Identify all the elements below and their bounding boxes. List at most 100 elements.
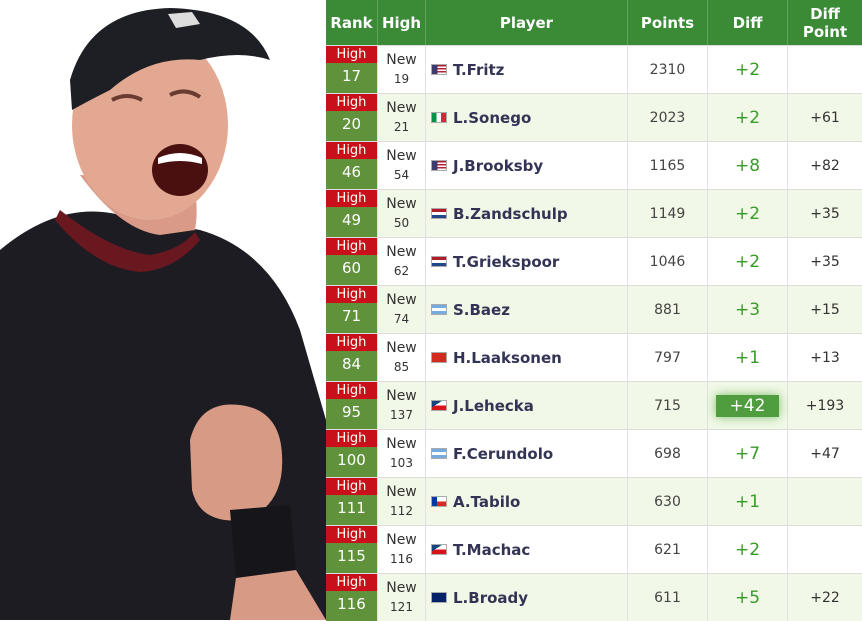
high-value: 50 xyxy=(393,216,410,230)
high-cell: New 19 xyxy=(378,46,426,93)
ranking-table: Rank High Player Points Diff Diff Point … xyxy=(326,0,862,621)
diff-cell: +2 xyxy=(708,526,788,573)
diff-value: +5 xyxy=(734,587,761,608)
player-cell[interactable]: A.Tabilo xyxy=(426,478,628,525)
table-row[interactable]: High 84 New 85 H.Laaksonen 797 +1 +13 xyxy=(326,333,862,381)
points-cell: 881 xyxy=(628,286,708,333)
high-cell: New 74 xyxy=(378,286,426,333)
rank-number: 84 xyxy=(341,355,362,373)
rank-number: 71 xyxy=(341,307,362,325)
high-new-label: New xyxy=(386,340,417,356)
high-tag: High xyxy=(326,574,377,591)
player-cell[interactable]: L.Broady xyxy=(426,574,628,621)
high-value: 62 xyxy=(393,264,410,278)
high-cell: New 103 xyxy=(378,430,426,477)
table-row[interactable]: High 60 New 62 T.Griekspoor 1046 +2 +35 xyxy=(326,237,862,285)
diff-point-cell: +61 xyxy=(810,109,840,126)
player-name[interactable]: F.Cerundolo xyxy=(453,444,554,463)
rank-cell: High 71 xyxy=(326,286,378,333)
table-row[interactable]: High 49 New 50 B.Zandschulp 1149 +2 +35 xyxy=(326,189,862,237)
high-tag: High xyxy=(326,94,377,111)
gb-flag-icon xyxy=(431,592,447,603)
diff-cell: +2 xyxy=(708,238,788,285)
high-value: 137 xyxy=(390,408,413,422)
player-name[interactable]: T.Machac xyxy=(453,540,531,559)
player-cell[interactable]: T.Machac xyxy=(426,526,628,573)
high-new-label: New xyxy=(386,244,417,260)
points-cell: 2310 xyxy=(628,46,708,93)
table-row[interactable]: High 95 New 137 J.Lehecka 715 +42 +193 xyxy=(326,381,862,429)
player-name[interactable]: T.Fritz xyxy=(453,60,505,79)
high-tag: High xyxy=(326,190,377,207)
player-cell[interactable]: L.Sonego xyxy=(426,94,628,141)
diff-cell: +2 xyxy=(708,46,788,93)
high-cell: New 62 xyxy=(378,238,426,285)
table-row[interactable]: High 17 New 19 T.Fritz 2310 +2 xyxy=(326,45,862,93)
player-name[interactable]: L.Sonego xyxy=(453,108,532,127)
player-name[interactable]: T.Griekspoor xyxy=(453,252,560,271)
header-diff-point[interactable]: Diff Point xyxy=(802,4,848,41)
table-row[interactable]: High 100 New 103 F.Cerundolo 698 +7 +47 xyxy=(326,429,862,477)
player-cell[interactable]: T.Fritz xyxy=(426,46,628,93)
cz-flag-icon xyxy=(431,544,447,555)
rank-cell: High 49 xyxy=(326,190,378,237)
points-cell: 715 xyxy=(628,382,708,429)
diff-value: +8 xyxy=(734,155,761,176)
high-tag: High xyxy=(326,142,377,159)
player-name[interactable]: J.Lehecka xyxy=(453,396,534,415)
table-row[interactable]: High 71 New 74 S.Baez 881 +3 +15 xyxy=(326,285,862,333)
high-new-label: New xyxy=(386,52,417,68)
diff-cell: +5 xyxy=(708,574,788,621)
player-name[interactable]: H.Laaksonen xyxy=(453,348,562,367)
player-cell[interactable]: F.Cerundolo xyxy=(426,430,628,477)
ar-flag-icon xyxy=(431,448,447,459)
player-cell[interactable]: S.Baez xyxy=(426,286,628,333)
player-cell[interactable]: J.Brooksby xyxy=(426,142,628,189)
player-cell[interactable]: T.Griekspoor xyxy=(426,238,628,285)
rank-number: 111 xyxy=(337,499,366,517)
points-cell: 630 xyxy=(628,478,708,525)
player-name[interactable]: B.Zandschulp xyxy=(453,204,568,223)
header-player[interactable]: Player xyxy=(426,0,628,45)
high-cell: New 21 xyxy=(378,94,426,141)
player-name[interactable]: A.Tabilo xyxy=(453,492,521,511)
header-diff[interactable]: Diff xyxy=(708,0,788,45)
high-new-label: New xyxy=(386,388,417,404)
high-tag: High xyxy=(326,478,377,495)
high-new-label: New xyxy=(386,580,417,596)
player-cell[interactable]: H.Laaksonen xyxy=(426,334,628,381)
high-new-label: New xyxy=(386,484,417,500)
points-cell: 621 xyxy=(628,526,708,573)
rank-number: 95 xyxy=(341,403,362,421)
rank-cell: High 116 xyxy=(326,574,378,621)
high-new-label: New xyxy=(386,148,417,164)
diff-cell: +7 xyxy=(708,430,788,477)
player-cell[interactable]: B.Zandschulp xyxy=(426,190,628,237)
player-name[interactable]: L.Broady xyxy=(453,588,529,607)
diff-cell: +3 xyxy=(708,286,788,333)
table-row[interactable]: High 116 New 121 L.Broady 611 +5 +22 xyxy=(326,573,862,621)
rank-cell: High 20 xyxy=(326,94,378,141)
high-value: 85 xyxy=(393,360,410,374)
diff-point-cell: +47 xyxy=(810,445,840,462)
points-cell: 1149 xyxy=(628,190,708,237)
header-rank[interactable]: Rank xyxy=(326,0,378,45)
rank-cell: High 17 xyxy=(326,46,378,93)
high-tag: High xyxy=(326,238,377,255)
header-high[interactable]: High xyxy=(378,0,426,45)
high-new-label: New xyxy=(386,436,417,452)
table-row[interactable]: High 111 New 112 A.Tabilo 630 +1 xyxy=(326,477,862,525)
table-row[interactable]: High 115 New 116 T.Machac 621 +2 xyxy=(326,525,862,573)
header-points[interactable]: Points xyxy=(628,0,708,45)
rank-cell: High 46 xyxy=(326,142,378,189)
table-row[interactable]: High 46 New 54 J.Brooksby 1165 +8 +82 xyxy=(326,141,862,189)
player-cell[interactable]: J.Lehecka xyxy=(426,382,628,429)
player-name[interactable]: S.Baez xyxy=(453,300,510,319)
rank-number: 46 xyxy=(341,163,362,181)
player-name[interactable]: J.Brooksby xyxy=(453,156,544,175)
table-row[interactable]: High 20 New 21 L.Sonego 2023 +2 +61 xyxy=(326,93,862,141)
diff-cell: +2 xyxy=(708,94,788,141)
rank-number: 115 xyxy=(337,547,366,565)
us-flag-icon xyxy=(431,160,447,171)
rank-cell: High 115 xyxy=(326,526,378,573)
